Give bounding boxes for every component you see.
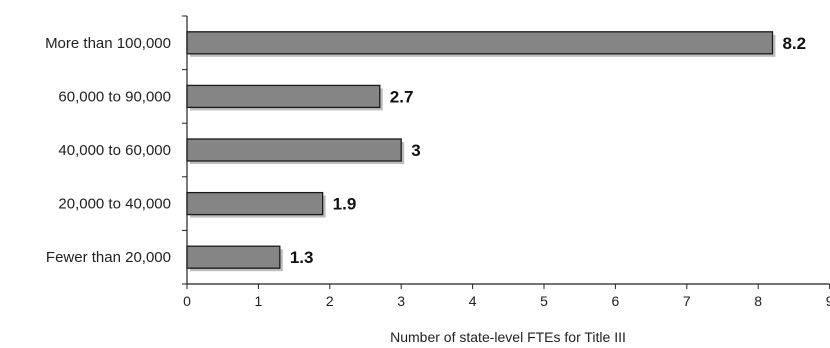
category-label: 40,000 to 60,000	[58, 142, 171, 159]
chart-labels: 0 1 2 3 4 5 6 7 8 9 More than 100,000 8.2 60,000 to …	[45, 34, 830, 309]
x-tick-label: 7	[683, 293, 691, 309]
x-tick-label: 8	[754, 293, 762, 309]
bar	[186, 191, 324, 216]
chart-bars	[186, 31, 776, 272]
x-tick-label: 3	[397, 293, 405, 309]
x-tick-label: 6	[612, 293, 620, 309]
x-axis-title: Number of state-level FTEs for Title III	[390, 329, 626, 345]
value-label: 8.2	[782, 34, 806, 53]
x-tick-label: 2	[326, 293, 334, 309]
x-tick-label: 4	[469, 293, 477, 309]
category-label: More than 100,000	[45, 35, 171, 52]
value-label: 1.3	[290, 248, 314, 267]
bar	[186, 31, 774, 55]
x-tick-label: 5	[540, 293, 548, 309]
category-label: Fewer than 20,000	[46, 249, 171, 266]
x-tick-label: 0	[183, 293, 191, 309]
x-tick-label: 1	[255, 293, 263, 309]
bar	[186, 245, 281, 269]
value-label: 2.7	[390, 87, 414, 106]
bar	[186, 138, 402, 162]
value-label: 3	[411, 141, 420, 160]
value-label: 1.9	[333, 195, 357, 214]
bar	[186, 84, 381, 109]
category-label: 60,000 to 90,000	[58, 88, 171, 105]
category-label: 20,000 to 40,000	[58, 196, 171, 213]
x-tick-label: 9	[826, 293, 830, 309]
